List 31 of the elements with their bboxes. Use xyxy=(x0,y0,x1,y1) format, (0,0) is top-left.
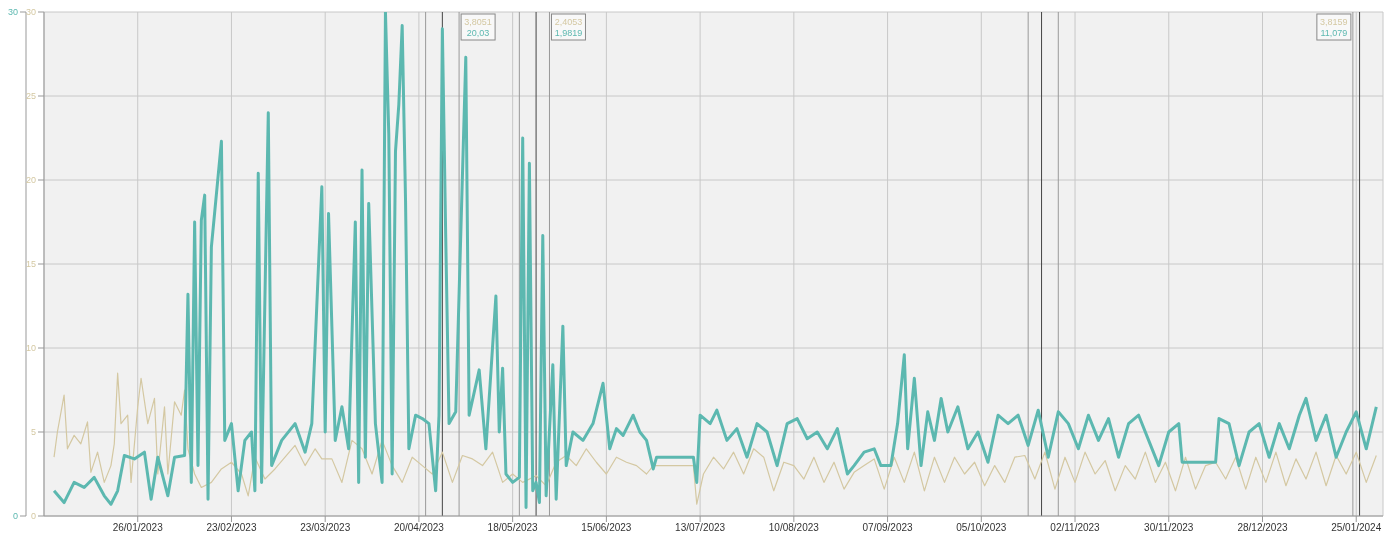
line-series xyxy=(53,372,1377,505)
y-tick-label: 0 xyxy=(30,511,36,522)
line-series xyxy=(52,12,1378,510)
x-tick-label: 18/05/2023 xyxy=(487,522,539,534)
x-tick-label: 02/11/2023 xyxy=(1050,522,1101,534)
x-tick-label: 20/04/2023 xyxy=(393,522,445,534)
x-tick-label: 05/10/2023 xyxy=(956,522,1007,534)
annotation: 1,9819 xyxy=(554,28,583,38)
y-tick-label: 10 xyxy=(25,343,36,354)
x-tick-label: 13/07/2023 xyxy=(675,522,726,534)
annotation: 20,03 xyxy=(466,28,490,38)
x-tick-label: 07/09/2023 xyxy=(862,522,914,534)
x-tick-label: 26/01/2023 xyxy=(112,522,164,534)
y2-tick-label: 30 xyxy=(7,7,18,18)
y-tick-label: 5 xyxy=(30,427,36,438)
annotation: 11,079 xyxy=(1320,28,1348,38)
x-tick-label: 23/02/2023 xyxy=(206,522,257,534)
x-tick-label: 23/03/2023 xyxy=(300,522,351,534)
x-tick-label: 10/08/2023 xyxy=(768,522,820,534)
annotation: 3,8051 xyxy=(464,17,492,27)
x-tick-label: 25/01/2024 xyxy=(1331,522,1382,534)
y-tick-label: 15 xyxy=(25,259,36,270)
x-tick-label: 15/06/2023 xyxy=(581,522,632,534)
x-tick-label: 28/12/2023 xyxy=(1237,522,1288,534)
y2-tick-label: 0 xyxy=(12,511,18,522)
annotation: 3,8159 xyxy=(1320,17,1348,27)
y-tick-label: 30 xyxy=(25,7,36,18)
annotation: 2,4053 xyxy=(554,17,583,27)
y-tick-label: 25 xyxy=(25,91,36,102)
y-tick-label: 20 xyxy=(25,175,36,186)
x-tick-label: 30/11/2023 xyxy=(1144,522,1194,534)
